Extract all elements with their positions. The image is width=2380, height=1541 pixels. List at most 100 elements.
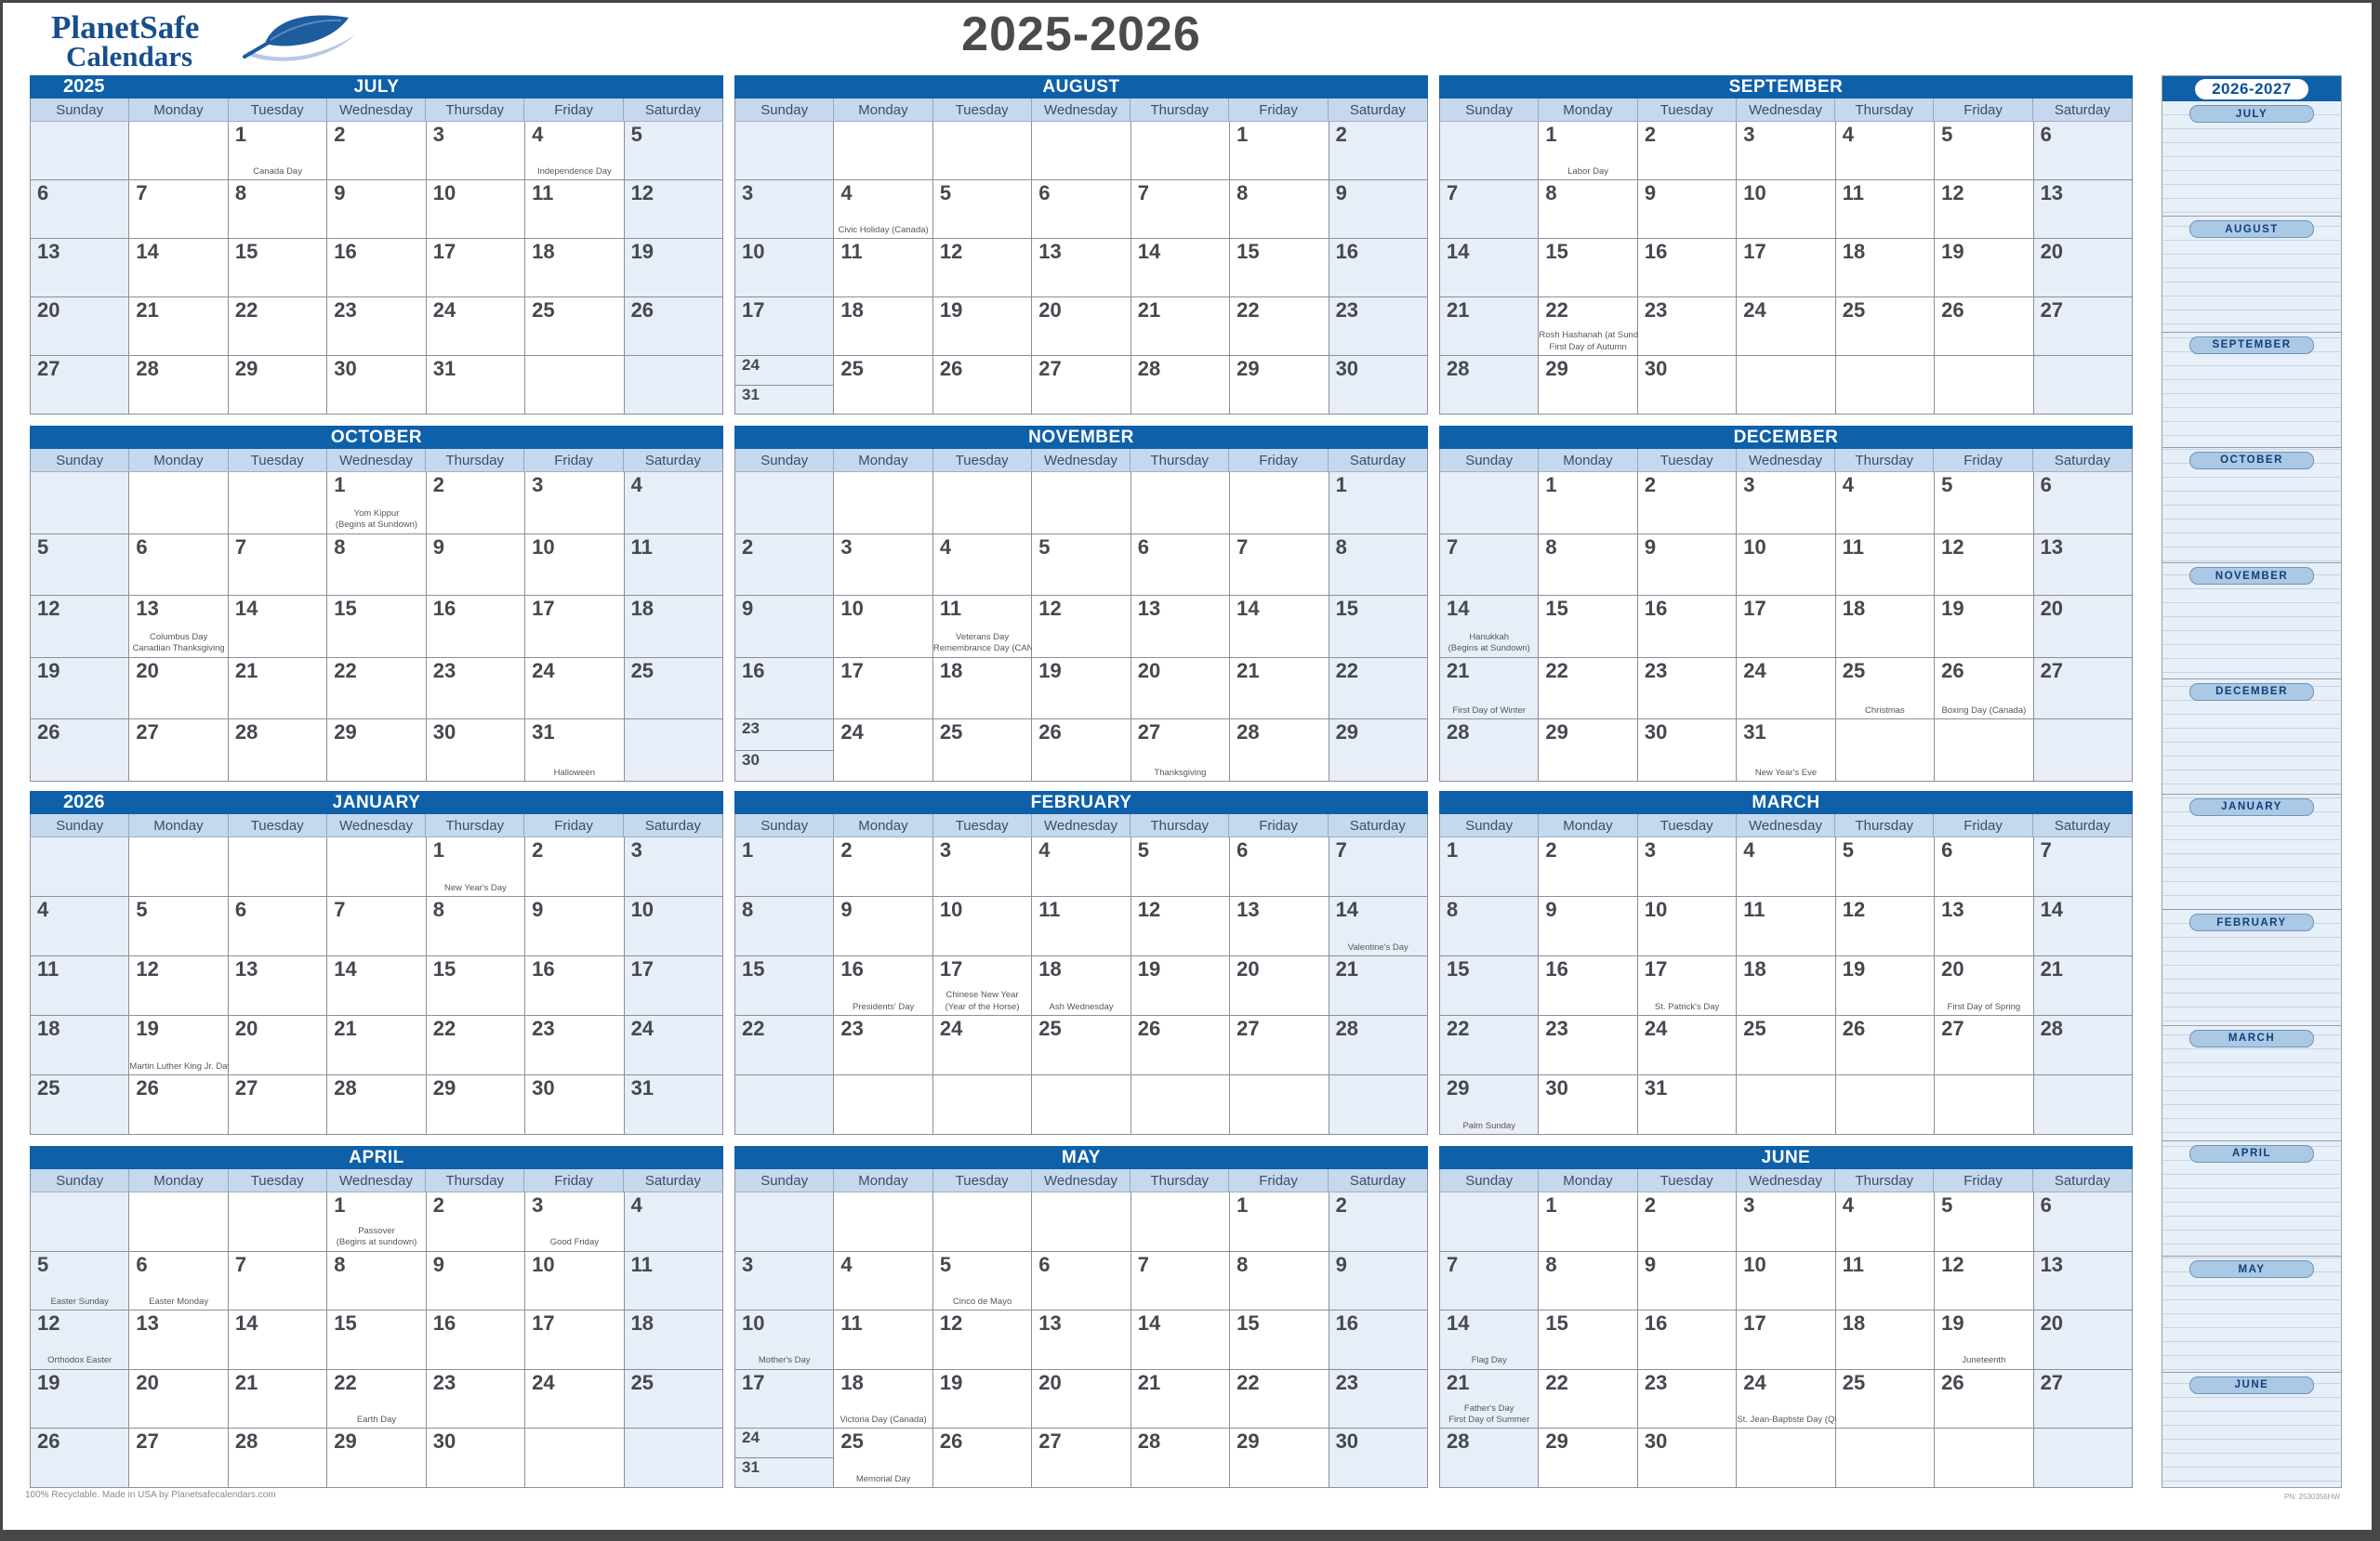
april-day-10: 10 (525, 1251, 625, 1311)
june-day-2: 2 (1637, 1192, 1738, 1252)
date-number: 16 (840, 957, 864, 981)
day-header-friday: Friday (1229, 449, 1329, 471)
march-day-5: 5 (1835, 837, 1936, 897)
date-number: 25 (1038, 1017, 1062, 1040)
november-day-5: 5 (1032, 533, 1131, 597)
september-day-4: 4 (1835, 122, 1936, 180)
november-day-26: 26 (1032, 719, 1131, 782)
date-number: 22 (1545, 1370, 1568, 1394)
february-day-14: 14 Valentine's Day (1329, 897, 1428, 956)
august-day-13: 13 (1032, 239, 1131, 297)
november-day-21: 21 (1230, 657, 1329, 720)
march-day-23: 23 (1539, 1016, 1638, 1075)
date-number: 23 (1644, 1370, 1668, 1394)
date-number: 17 (840, 658, 864, 682)
march-day-11: 11 (1737, 897, 1836, 956)
day-header-sunday: Sunday (735, 1169, 835, 1192)
date-number: 25 (630, 658, 654, 682)
date-number: 6 (2040, 123, 2052, 146)
july-day-26: 26 (624, 297, 723, 356)
date-number: 23 (532, 1017, 555, 1040)
april-day-28: 28 (228, 1429, 328, 1488)
day-header-sunday: Sunday (31, 99, 130, 121)
february-empty-cell (1329, 1075, 1428, 1135)
date-number: 10 (939, 898, 963, 921)
leaf-icon (233, 8, 364, 70)
holiday-labels: Victoria Day (Canada) (834, 1415, 932, 1426)
day-header-thursday: Thursday (426, 99, 525, 121)
day-header-sunday: Sunday (735, 449, 835, 471)
date-number: 18 (1038, 957, 1062, 981)
date-number: 4 (939, 534, 952, 559)
date-number: 30 (1644, 357, 1668, 380)
date-number: 23 (840, 1017, 864, 1040)
month-april: APRIL Sunday Monday Tuesday Wednesday Thursda… (30, 1146, 723, 1488)
month-header-april: APRIL (30, 1146, 723, 1169)
date-number: 7 (1447, 534, 1459, 559)
date-number: 16 (1644, 597, 1668, 621)
date-number: 3 (840, 534, 853, 559)
date-number: 25 (840, 1429, 864, 1454)
date-number: 11 (630, 1252, 653, 1276)
holiday-label: Thanksgiving (1154, 767, 1207, 778)
date-number: 12 (939, 1311, 963, 1336)
date-number: 7 (1447, 1252, 1459, 1276)
date-number: 20 (234, 1017, 258, 1040)
holiday-label: Good Friday (549, 1237, 599, 1248)
date-number: 22 (334, 658, 357, 682)
holiday-labels: Independence Day (525, 166, 623, 178)
date-number: 10 (1743, 1252, 1766, 1276)
holiday-label: Mother's Day (758, 1355, 811, 1366)
day-header-monday: Monday (129, 99, 229, 121)
month-grid-november: 1 2 3 4 5 6 7 8 9 10 11 Veterans Day Remembrance Day… (734, 471, 1428, 782)
february-empty-cell (932, 1075, 1033, 1135)
holiday-labels: Ash Wednesday (1032, 1002, 1130, 1013)
june-day-4: 4 (1835, 1192, 1936, 1252)
day-header-saturday: Saturday (2054, 101, 2110, 118)
day-header-saturday: Saturday (2054, 452, 2110, 468)
date-number: 4 (1842, 473, 1854, 496)
april-day-23: 23 (426, 1369, 526, 1429)
holiday-labels: St. Jean-Baptiste Day (QUE) (1737, 1415, 1849, 1426)
july-day-21: 21 (129, 297, 229, 356)
date-number: 10 (1644, 898, 1668, 921)
may-empty-cell (834, 1192, 933, 1252)
date-number: 8 (334, 1252, 346, 1276)
date-number: 19 (37, 658, 60, 682)
date-number: 1 (1335, 473, 1347, 496)
april-empty-cell (525, 1429, 625, 1488)
september-day-21: 21 (1440, 297, 1540, 356)
august-day-7: 7 (1130, 180, 1231, 239)
sidebar-month-pill-june: JUNE (2189, 1376, 2314, 1394)
may-day-19: 19 (932, 1369, 1033, 1429)
holiday-labels: Easter Monday (129, 1297, 227, 1308)
date-number: 2 (742, 534, 754, 559)
march-day-28: 28 (2033, 1016, 2133, 1075)
date-number: 29 (334, 1429, 357, 1454)
june-day-29: 29 (1539, 1429, 1638, 1488)
may-day-25: 25 Memorial Day (834, 1429, 933, 1488)
february-day-16: 16 Presidents' Day (834, 956, 933, 1016)
day-header-monday: Monday (1539, 1169, 1638, 1192)
date-number: 31 (532, 720, 555, 744)
july-day-3: 3 (426, 122, 526, 180)
date-number: 27 (37, 357, 60, 380)
date-number: 22 (742, 1017, 765, 1040)
date-number: 21 (1236, 658, 1260, 682)
holiday-labels: Juneteenth (1935, 1355, 2032, 1366)
march-empty-cell (1935, 1075, 2034, 1135)
date-number: 17 (630, 957, 654, 981)
month-september: SEPTEMBER Sunday Monday Tuesday Wednesday Thu… (1439, 75, 2133, 415)
date-number: 29 (1545, 1429, 1568, 1454)
holiday-labels: Mother's Day (735, 1355, 833, 1366)
june-empty-cell (1835, 1429, 1936, 1488)
december-day-14: 14 Hanukkah (Begins at Sundown) (1440, 596, 1540, 658)
day-header-monday: Monday (1539, 99, 1638, 121)
date-number: 31 (742, 1458, 760, 1477)
date-number: 27 (1941, 1017, 1964, 1040)
date-number: 5 (939, 1252, 952, 1276)
april-day-16: 16 (426, 1311, 526, 1370)
day-header-thursday: Thursday (1835, 814, 1935, 836)
date-number: 14 (2040, 898, 2064, 921)
october-day-18: 18 (624, 596, 723, 658)
